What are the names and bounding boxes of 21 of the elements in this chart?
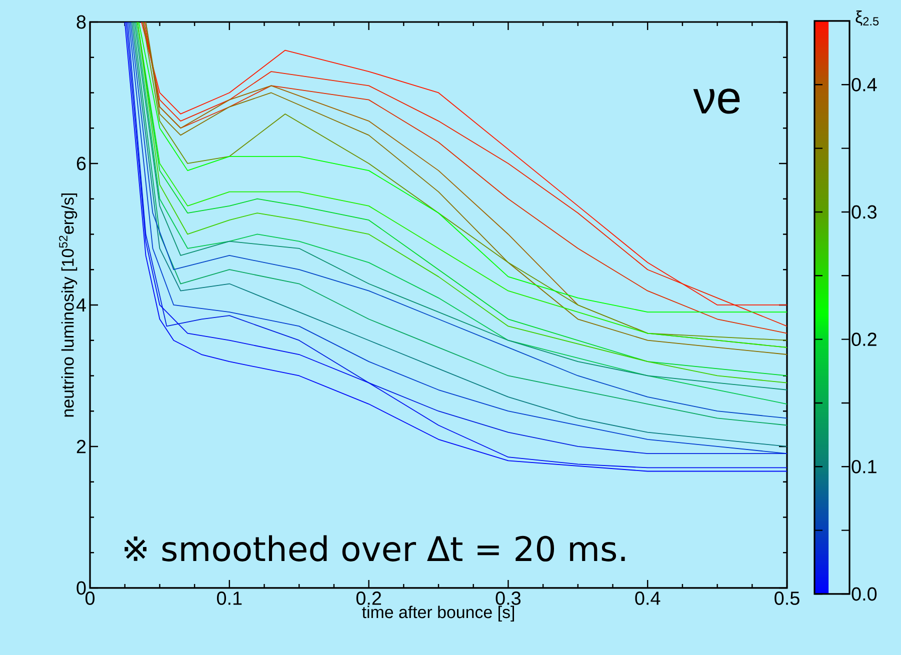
color-bar-label: 0.3	[852, 205, 877, 219]
x-tick-label: 0.5	[774, 592, 800, 605]
y-tick-label: 4	[76, 298, 86, 312]
color-bar-label: 0.4	[852, 78, 877, 92]
x-tick-label: 0.1	[216, 592, 242, 605]
color-bar-label: 0.0	[852, 587, 877, 601]
x-tick-label: 0	[85, 592, 95, 605]
y-axis-title: neutrino luminosity [10$^{52}$erg/s]	[59, 193, 78, 417]
y-tick-label: 8	[76, 15, 86, 29]
y-tick-label: 6	[76, 156, 86, 170]
x-tick-label: 0.2	[356, 592, 382, 605]
color-bar-label: 0.2	[852, 332, 876, 346]
y-tick-label: 2	[76, 440, 86, 454]
x-tick-label: 0.3	[496, 592, 521, 605]
annotation: νe	[693, 88, 740, 114]
y-tick-label: 0	[76, 581, 86, 595]
x-axis-title: time after bounce [s]	[362, 606, 514, 622]
color-bar-title: ξ$_{2.5}$	[856, 10, 879, 26]
x-tick-label: 0.4	[635, 592, 660, 605]
annotation: ※ smoothed over Δt = 20 ms.	[124, 535, 625, 562]
color-bar-label: 0.1	[852, 460, 876, 474]
